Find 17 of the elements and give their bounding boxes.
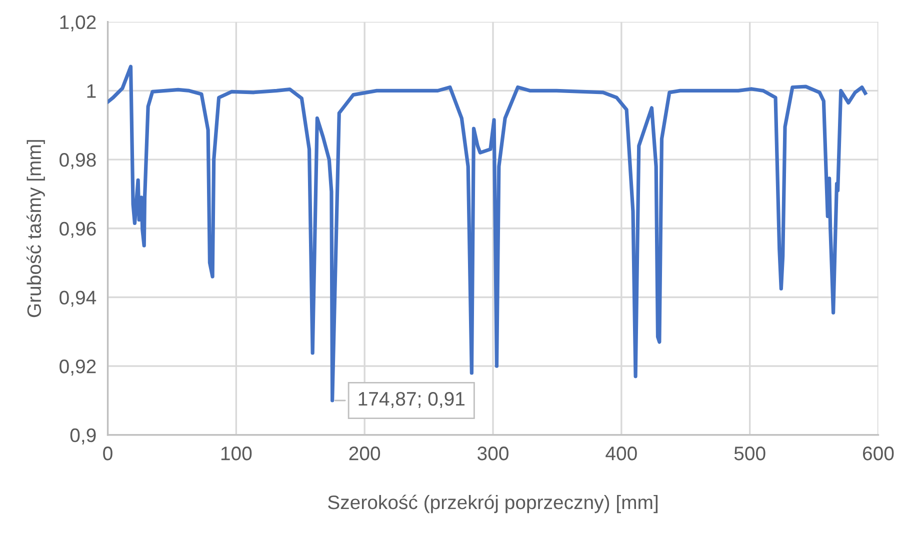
y-tick-label: 0,92 bbox=[60, 360, 96, 376]
y-tick-label: 0,98 bbox=[60, 153, 96, 170]
x-tick-label: 100 bbox=[221, 446, 252, 460]
x-axis-title: Szerokość (przekrój poprzeczny) [mm] bbox=[328, 494, 658, 514]
x-tick-label: 0 bbox=[103, 446, 112, 460]
y-tick-label: 0,9 bbox=[70, 428, 96, 444]
y-tick-label: 0,94 bbox=[60, 290, 96, 307]
y-tick-label: 0,96 bbox=[60, 222, 96, 238]
y-axis-title: Grubość taśmy [mm] bbox=[26, 140, 45, 318]
annotation: 174,87; 0,91 bbox=[358, 392, 464, 408]
x-tick-label: 500 bbox=[734, 446, 766, 460]
y-tick-label: 1 bbox=[87, 84, 96, 98]
x-tick-label: 600 bbox=[863, 446, 894, 460]
x-tick-label: 300 bbox=[478, 446, 508, 460]
x-tick-label: 200 bbox=[349, 446, 380, 460]
x-tick-label: 400 bbox=[606, 446, 637, 460]
y-tick-label: 1,02 bbox=[60, 15, 96, 32]
